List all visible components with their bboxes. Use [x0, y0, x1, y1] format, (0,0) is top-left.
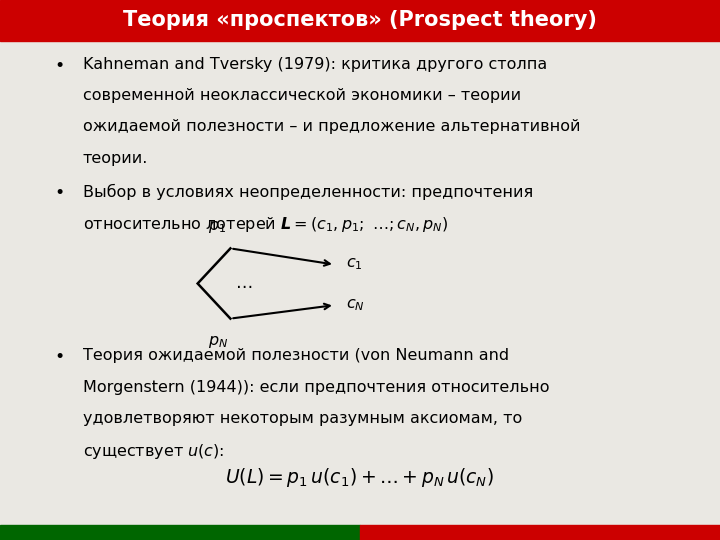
- Text: •: •: [54, 57, 64, 75]
- Text: Выбор в условиях неопределенности: предпочтения: Выбор в условиях неопределенности: предп…: [83, 184, 533, 200]
- Text: $U(L) = p_1\,u(c_1) + \ldots + p_N\,u(c_N)$: $U(L) = p_1\,u(c_1) + \ldots + p_N\,u(c_…: [225, 467, 495, 489]
- Text: существует $u(c)$:: существует $u(c)$:: [83, 442, 224, 461]
- Text: •: •: [54, 184, 64, 201]
- Text: Morgenstern (1944)): если предпочтения относительно: Morgenstern (1944)): если предпочтения о…: [83, 380, 549, 395]
- Text: современной неоклассической экономики – теории: современной неоклассической экономики – …: [83, 88, 521, 103]
- Text: $c_1$: $c_1$: [346, 256, 362, 273]
- Text: ожидаемой полезности – и предложение альтернативной: ожидаемой полезности – и предложение аль…: [83, 119, 580, 134]
- Text: $p_1$: $p_1$: [207, 219, 226, 235]
- Text: Теория ожидаемой полезности (von Neumann and: Теория ожидаемой полезности (von Neumann…: [83, 348, 509, 363]
- Text: $p_N$: $p_N$: [207, 334, 228, 350]
- Text: удовлетворяют некоторым разумным аксиомам, то: удовлетворяют некоторым разумным аксиома…: [83, 411, 522, 426]
- Text: Теория «проспектов» (Prospect theory): Теория «проспектов» (Prospect theory): [123, 10, 597, 30]
- Text: теории.: теории.: [83, 151, 148, 166]
- Text: •: •: [54, 348, 64, 366]
- Text: $\ldots$: $\ldots$: [235, 274, 253, 293]
- Bar: [360, 525, 720, 540]
- Text: Kahneman and Tversky (1979): критика другого столпа: Kahneman and Tversky (1979): критика дру…: [83, 57, 547, 72]
- Bar: [0, 525, 360, 540]
- Text: относительно лотерей $\boldsymbol{L} = (\boldsymbol{c_1}, \boldsymbol{p_1};\ \ld: относительно лотерей $\boldsymbol{L} = (…: [83, 215, 449, 234]
- Text: $c_N$: $c_N$: [346, 297, 364, 313]
- Bar: [0, 0, 720, 40]
